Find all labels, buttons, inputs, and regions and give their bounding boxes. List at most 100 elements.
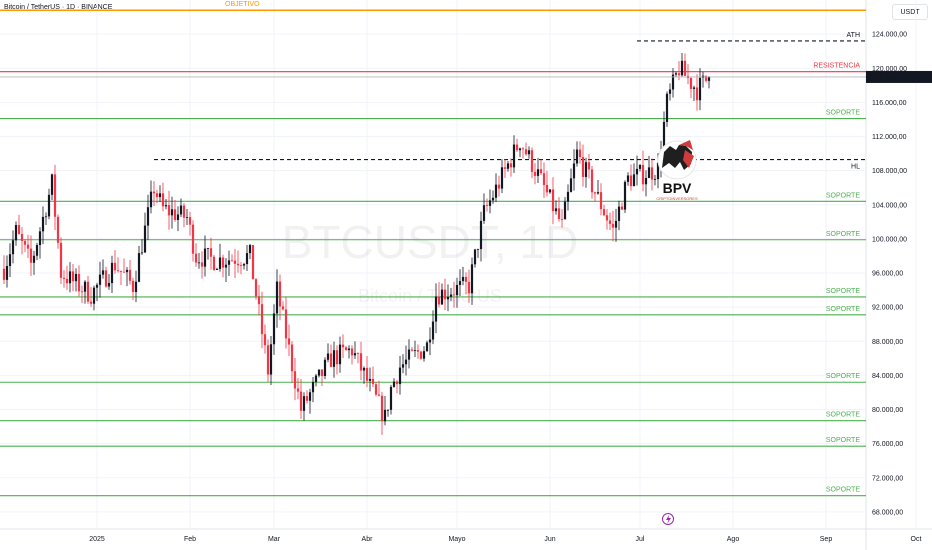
candle-body <box>164 205 168 207</box>
candle-body <box>494 184 498 198</box>
candle-body <box>8 254 12 267</box>
candle-body <box>491 197 495 201</box>
candle-body <box>41 216 45 232</box>
price-tick-label: 80.000,00 <box>872 407 903 414</box>
candle-body <box>638 165 642 169</box>
level-label-soporte: SOPORTE <box>826 192 860 199</box>
candle-body <box>410 349 414 351</box>
candle-body <box>230 260 234 262</box>
candle-body <box>608 220 612 224</box>
candle-body <box>512 144 516 168</box>
candle-body <box>215 268 219 270</box>
candle-body <box>452 294 456 296</box>
candle-body <box>95 284 99 288</box>
candle-body <box>155 193 159 198</box>
time-tick-label: Ago <box>727 536 740 543</box>
candle-body <box>29 248 33 263</box>
candle-body <box>161 193 165 207</box>
candle-body <box>14 225 18 241</box>
candle-body <box>347 348 351 351</box>
candle-body <box>227 260 231 265</box>
candle-body <box>560 218 564 220</box>
level-label-soporte: SOPORTE <box>826 306 860 313</box>
candle-body <box>35 245 39 256</box>
candle-body <box>335 350 339 365</box>
level-label-soporte: SOPORTE <box>826 437 860 444</box>
currency-selector[interactable]: USDT <box>892 4 928 20</box>
candle-body <box>320 369 324 376</box>
candle-body <box>197 262 201 264</box>
candle-body <box>290 344 294 372</box>
bear-claw-icon <box>683 150 694 168</box>
candle-body <box>503 167 507 169</box>
candle-body <box>326 353 330 360</box>
candle-body <box>50 174 54 195</box>
candle-body <box>77 273 81 292</box>
price-tick-label: 100.000,00 <box>872 236 907 243</box>
candle-body <box>260 304 264 335</box>
candle-body <box>371 378 375 385</box>
candle-body <box>644 177 648 185</box>
candle-body <box>2 268 6 280</box>
candle-body <box>590 169 594 193</box>
candle-body <box>296 388 300 392</box>
candle-body <box>47 194 51 217</box>
candle-body <box>458 281 462 285</box>
candle-body <box>170 209 174 216</box>
candle-body <box>194 253 198 263</box>
candle-body <box>74 273 78 282</box>
candle-body <box>167 205 171 216</box>
last-price-label: 118.980,70 <box>872 74 907 81</box>
candle-body <box>218 257 222 269</box>
candle-body <box>500 167 504 189</box>
candle-body <box>518 148 522 151</box>
candle-body <box>554 208 558 212</box>
candle-body <box>584 162 588 177</box>
candle-body <box>359 353 363 371</box>
candle-body <box>317 369 321 376</box>
time-axis: 2025 Feb Mar Abr Mayo Jun Jul Ago Sep Oct <box>89 536 921 543</box>
level-label-objetivo: OBJETIVO <box>225 1 260 8</box>
candle-body <box>380 395 384 422</box>
candle-body <box>332 350 336 367</box>
candle-body <box>293 371 297 389</box>
candle-body <box>551 189 555 212</box>
event-marker[interactable] <box>662 513 674 525</box>
price-tick-label: 96.000,00 <box>872 271 903 278</box>
candle-body <box>464 276 468 282</box>
candle-body <box>470 264 474 294</box>
candle-body <box>308 392 312 401</box>
candle-body <box>212 256 216 270</box>
level-label-ath: ATH <box>847 32 860 39</box>
candle-body <box>524 149 528 155</box>
level-label-soporte: SOPORTE <box>826 373 860 380</box>
candle-body <box>575 149 579 164</box>
chart-header-title: Bitcoin / TetherUS · 1D · BINANCE <box>4 4 113 11</box>
candle-body <box>110 262 114 284</box>
candle-body <box>539 169 543 174</box>
candle-body <box>440 289 444 305</box>
price-tick-label: 104.000,00 <box>872 202 907 209</box>
candle-body <box>233 260 237 264</box>
candle-body <box>152 191 156 194</box>
candle-body <box>680 60 684 76</box>
price-tick-label: 120.000,00 <box>872 66 907 73</box>
candle-body <box>134 281 138 292</box>
candle-body <box>20 233 24 241</box>
candle-body <box>650 167 654 180</box>
candle-body <box>497 184 501 189</box>
candle-body <box>122 271 126 273</box>
candle-body <box>353 353 357 356</box>
candle-body <box>176 214 180 220</box>
candle-body <box>368 378 372 381</box>
price-tick-label: 116.000,00 <box>872 100 907 107</box>
candle-body <box>614 220 618 228</box>
candle-body <box>323 359 327 376</box>
candle-body <box>509 163 513 168</box>
candle-body <box>374 384 378 395</box>
candle-body <box>188 217 192 225</box>
candle-body <box>311 381 315 393</box>
candle-body <box>284 309 288 339</box>
candle-body <box>263 334 267 346</box>
